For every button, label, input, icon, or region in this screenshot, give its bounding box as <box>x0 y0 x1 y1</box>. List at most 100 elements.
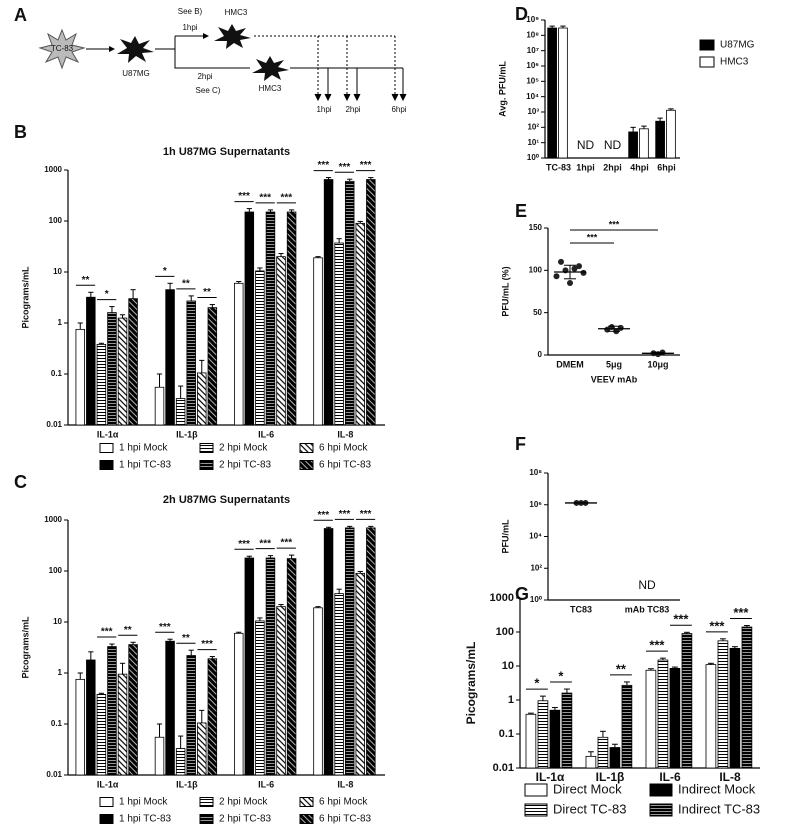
x-tick-label: IL-1β <box>596 770 625 784</box>
x-tick-label: TC-83 <box>546 162 571 172</box>
error-bar <box>199 709 205 723</box>
y-tick-label: 100 <box>529 265 543 274</box>
legend-swatch <box>299 443 314 453</box>
significance-label: *** <box>709 618 725 633</box>
error-bar <box>657 117 663 122</box>
error-bar <box>347 178 353 182</box>
annotation: ND <box>638 578 656 592</box>
x-tick-label: IL-8 <box>337 779 353 789</box>
legend-label: 2 hpi TC-83 <box>219 814 272 825</box>
error-bar <box>178 735 184 749</box>
significance-label: *** <box>587 232 598 242</box>
error-bar <box>246 555 252 558</box>
error-bar <box>130 289 136 299</box>
data-point <box>571 265 578 272</box>
cell-label: U87MG <box>122 69 150 78</box>
bar <box>165 289 175 426</box>
bar <box>286 558 297 776</box>
bar <box>313 607 323 776</box>
schematic: A TC-83 U87MG See B) 1hpi HMC3 2hpi See … <box>14 5 407 114</box>
legend-swatch <box>699 39 715 51</box>
bar <box>117 317 128 426</box>
x-tick-label: TC83 <box>570 604 592 614</box>
significance-label: *** <box>317 160 329 171</box>
x-tick-label: 10μg <box>647 359 668 369</box>
bar <box>128 644 138 776</box>
x-tick-label: IL-1α <box>97 779 119 789</box>
legend-label: Indirect Mock <box>678 781 756 796</box>
error-bar <box>652 351 664 355</box>
error-bar <box>167 282 173 290</box>
y-axis-label: PFU/mL (%) <box>500 266 510 316</box>
x-tick-label: IL-1α <box>536 770 565 784</box>
y-axis-label: Avg. PFU/mL <box>497 61 507 117</box>
legend-swatch <box>199 443 214 453</box>
bar <box>705 664 717 769</box>
bar <box>96 344 107 426</box>
significance-label: *** <box>733 605 749 620</box>
error-bar <box>98 342 104 345</box>
legend-label: 2 hpi TC-83 <box>219 460 272 471</box>
error-bar <box>130 641 136 645</box>
y-tick-label: 10⁴ <box>529 532 542 541</box>
error-bar <box>668 108 674 111</box>
significance-label: ** <box>203 287 211 298</box>
error-bar <box>119 314 126 319</box>
bar <box>117 673 128 776</box>
bar <box>645 669 657 769</box>
legend-swatch <box>99 814 114 824</box>
error-bar <box>599 730 606 738</box>
error-bar <box>98 692 104 695</box>
bar <box>154 736 165 776</box>
bar <box>86 659 96 776</box>
significance-label: *** <box>280 538 292 549</box>
significance-label: *** <box>317 510 329 521</box>
error-bar <box>209 656 215 659</box>
bar <box>255 620 265 776</box>
bar <box>729 647 741 769</box>
error-bar <box>563 688 570 694</box>
bar <box>175 748 186 776</box>
y-tick-label: 10⁰ <box>530 595 543 604</box>
bar <box>547 27 557 159</box>
significance-label: *** <box>159 622 171 633</box>
bar <box>128 298 138 426</box>
cell-label: HMC3 <box>225 8 248 17</box>
y-axis-label: Picograms/mL <box>20 266 30 329</box>
legend-swatch <box>199 814 214 824</box>
error-bar <box>336 588 342 594</box>
error-bar <box>325 526 332 529</box>
y-tick-label: 10³ <box>527 107 539 116</box>
error-bar <box>608 325 620 332</box>
x-tick-label: 5μg <box>606 359 622 369</box>
legend-label: 6 hpi TC-83 <box>319 460 372 471</box>
x-tick-label: 1hpi <box>576 162 595 172</box>
error-bar <box>156 373 163 388</box>
sample-label: 1hpi <box>316 105 331 114</box>
legend-swatch <box>649 803 673 817</box>
bar <box>537 700 549 769</box>
error-bar <box>188 649 194 656</box>
bar <box>265 557 276 776</box>
bar <box>549 709 561 769</box>
bar <box>628 131 638 159</box>
error-bar <box>315 256 321 258</box>
y-tick-label: 0.01 <box>46 770 62 779</box>
error-bar <box>731 646 738 649</box>
error-bar <box>641 125 647 129</box>
error-bar <box>236 281 242 284</box>
bar <box>621 684 633 769</box>
time-label: 1hpi <box>182 23 197 32</box>
bar <box>334 242 344 426</box>
chart-title: 1h U87MG Supernatants <box>163 146 290 158</box>
significance-label: ** <box>182 279 190 290</box>
branch-label: See C) <box>196 86 221 95</box>
y-axis-label: Picograms/mL <box>464 642 478 725</box>
x-tick-label: IL-1β <box>176 429 198 439</box>
bar <box>366 527 376 776</box>
y-tick-label: 100 <box>496 626 514 638</box>
significance-label: ** <box>82 275 90 286</box>
significance-label: *** <box>339 162 351 173</box>
error-bar <box>236 631 242 634</box>
